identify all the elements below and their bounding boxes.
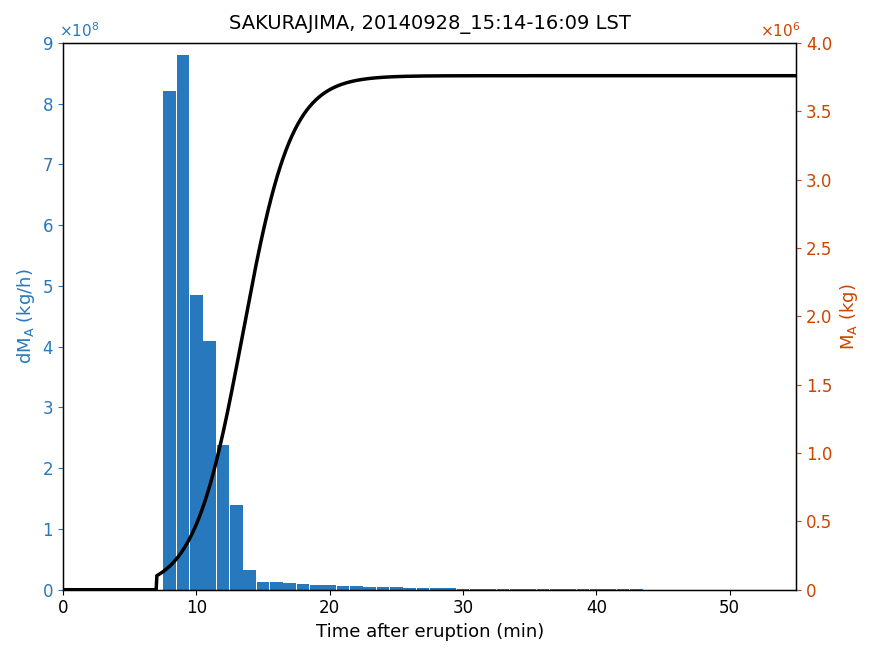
Text: $\times\mathregular{10^8}$: $\times\mathregular{10^8}$ bbox=[60, 22, 100, 40]
Bar bbox=[270, 582, 283, 590]
Bar bbox=[310, 584, 323, 590]
Text: $\times\mathregular{10^6}$: $\times\mathregular{10^6}$ bbox=[760, 22, 800, 40]
X-axis label: Time after eruption (min): Time after eruption (min) bbox=[316, 623, 543, 641]
Bar bbox=[483, 589, 496, 590]
Bar bbox=[376, 587, 389, 590]
Y-axis label: $\mathregular{dM_A}$ (kg/h): $\mathregular{dM_A}$ (kg/h) bbox=[15, 268, 37, 364]
Bar bbox=[190, 295, 203, 590]
Bar bbox=[403, 588, 416, 590]
Bar bbox=[363, 586, 376, 590]
Bar bbox=[430, 588, 443, 590]
Bar bbox=[390, 587, 402, 590]
Bar bbox=[203, 340, 216, 590]
Bar bbox=[510, 589, 522, 590]
Bar bbox=[470, 588, 483, 590]
Bar bbox=[416, 588, 430, 590]
Bar bbox=[297, 584, 309, 590]
Bar bbox=[217, 445, 229, 590]
Bar bbox=[164, 91, 176, 590]
Bar bbox=[497, 589, 509, 590]
Y-axis label: $\mathregular{M_A}$ (kg): $\mathregular{M_A}$ (kg) bbox=[838, 283, 860, 350]
Bar bbox=[337, 586, 349, 590]
Bar bbox=[350, 586, 362, 590]
Bar bbox=[243, 570, 256, 590]
Title: SAKURAJIMA, 20140928_15:14-16:09 LST: SAKURAJIMA, 20140928_15:14-16:09 LST bbox=[228, 15, 631, 34]
Bar bbox=[284, 583, 296, 590]
Bar bbox=[323, 585, 336, 590]
Bar bbox=[457, 588, 469, 590]
Bar bbox=[177, 55, 189, 590]
Bar bbox=[230, 504, 242, 590]
Bar bbox=[256, 583, 270, 590]
Bar bbox=[444, 588, 456, 590]
